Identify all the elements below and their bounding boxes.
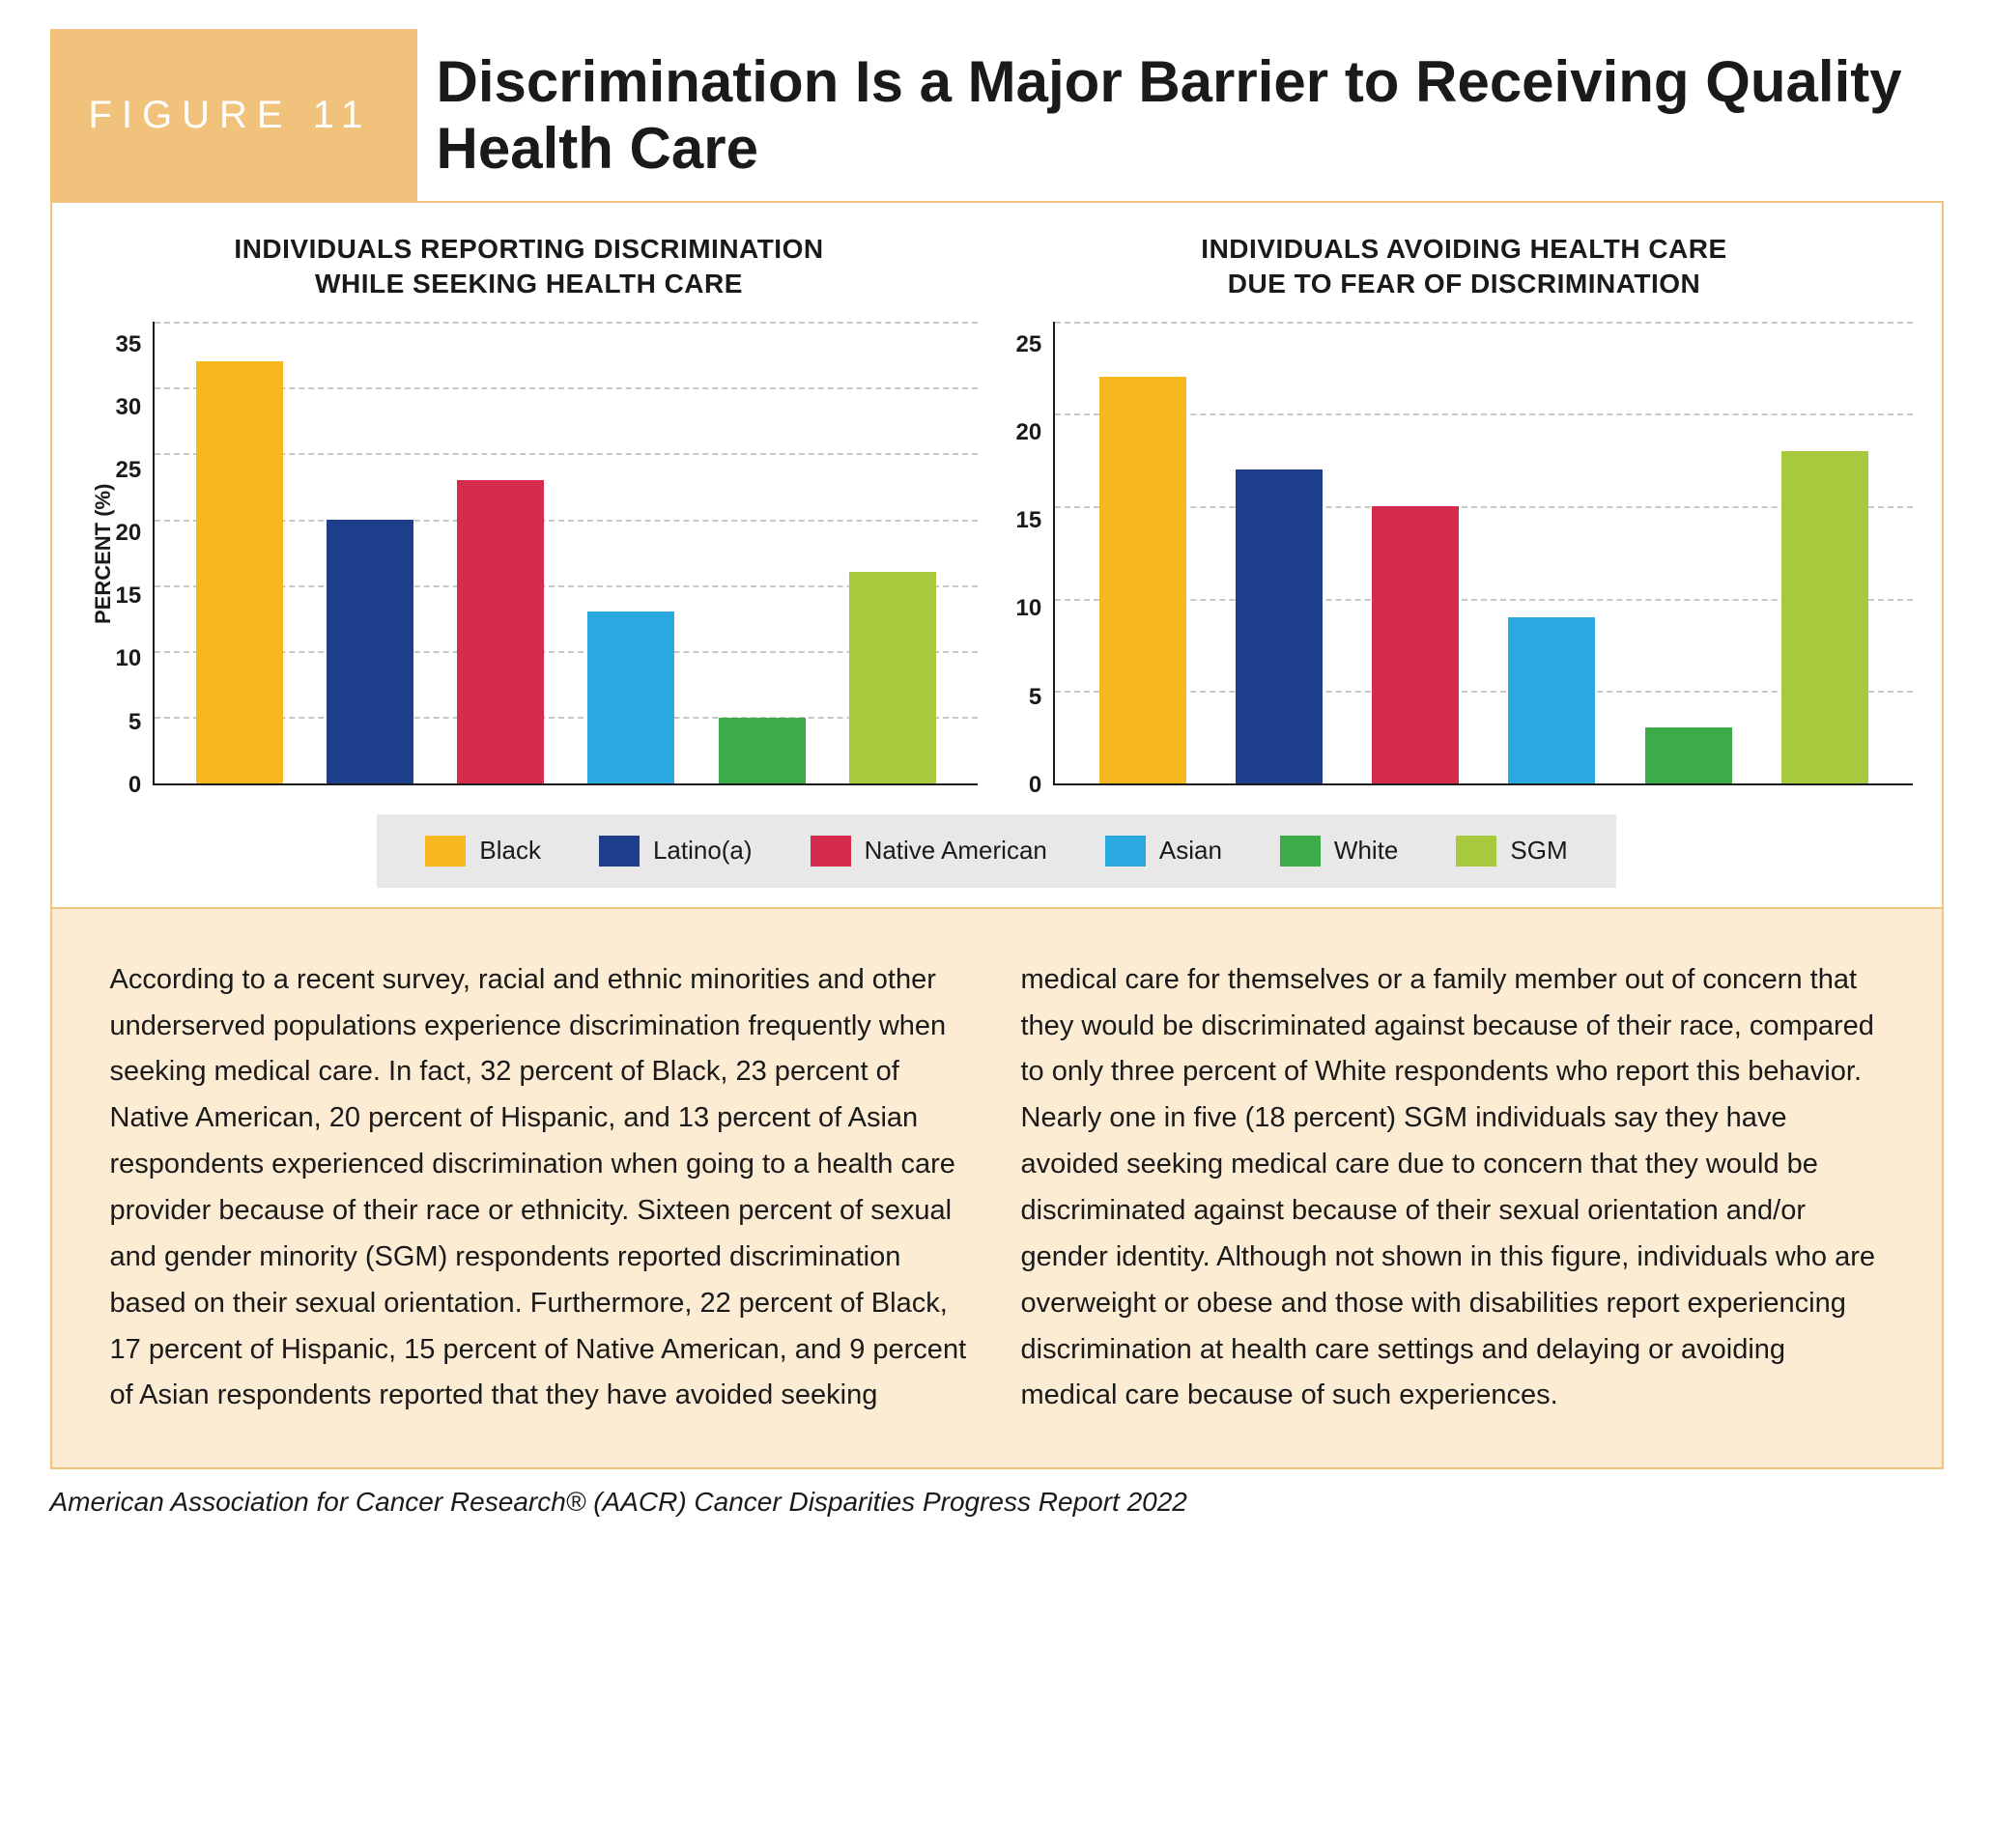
y-tick: 0 — [1016, 774, 1042, 797]
bar-sgm — [849, 572, 936, 783]
legend: Black Latino(a) Native American Asian White S… — [377, 814, 1615, 888]
bars-right — [1055, 322, 1912, 783]
bar-asian — [587, 611, 674, 783]
chart-left-title-line1: INDIVIDUALS REPORTING DISCRIMINATION — [234, 234, 823, 264]
y-tick: 5 — [116, 711, 142, 734]
chart-left-area: PERCENT (%) 05101520253035 — [81, 322, 978, 785]
y-ticks-left: 05101520253035 — [116, 322, 154, 785]
chart-right-title-line1: INDIVIDUALS AVOIDING HEALTH CARE — [1201, 234, 1726, 264]
legend-swatch — [1456, 836, 1496, 867]
chart-left-panel: INDIVIDUALS REPORTING DISCRIMINATION WHI… — [81, 232, 978, 785]
charts-row: INDIVIDUALS REPORTING DISCRIMINATION WHI… — [81, 232, 1913, 785]
figure-header: FIGURE 11 Discrimination Is a Major Barr… — [50, 29, 1944, 201]
y-axis-label-left: PERCENT (%) — [81, 322, 116, 785]
figure-label-tag: FIGURE 11 — [50, 29, 417, 201]
legend-item-black: Black — [425, 836, 541, 867]
y-tick: 10 — [1016, 597, 1042, 620]
chart-left-title: INDIVIDUALS REPORTING DISCRIMINATION WHI… — [81, 232, 978, 302]
bar-latinoa — [327, 520, 413, 783]
bar-black — [196, 361, 283, 783]
legend-label: Black — [479, 836, 541, 866]
figure-container: FIGURE 11 Discrimination Is a Major Barr… — [50, 29, 1944, 1518]
bar-asian — [1508, 617, 1595, 783]
caption-box: According to a recent survey, racial and… — [50, 909, 1944, 1469]
legend-item-asian: Asian — [1105, 836, 1222, 867]
y-tick: 25 — [1016, 333, 1042, 356]
legend-item-white: White — [1280, 836, 1398, 867]
y-tick: 30 — [116, 396, 142, 419]
bars-left — [155, 322, 977, 783]
bar-nativeamerican — [457, 480, 544, 783]
legend-item-nativeamerican: Native American — [811, 836, 1047, 867]
chart-right-title-line2: DUE TO FEAR OF DISCRIMINATION — [1228, 269, 1700, 299]
bar-nativeamerican — [1372, 506, 1459, 783]
legend-label: SGM — [1510, 836, 1567, 866]
legend-swatch — [1105, 836, 1146, 867]
bar-latinoa — [1236, 469, 1323, 783]
y-tick: 0 — [116, 774, 142, 797]
legend-label: Latino(a) — [653, 836, 753, 866]
y-tick: 15 — [116, 584, 142, 608]
y-tick: 5 — [1016, 686, 1042, 709]
legend-label: Asian — [1159, 836, 1222, 866]
y-tick: 20 — [1016, 421, 1042, 444]
legend-item-sgm: SGM — [1456, 836, 1567, 867]
y-ticks-right: 0510152025 — [1016, 322, 1054, 785]
chart-right-area: 0510152025 — [1016, 322, 1913, 785]
bar-black — [1099, 377, 1186, 783]
chart-right-title: INDIVIDUALS AVOIDING HEALTH CARE DUE TO … — [1016, 232, 1913, 302]
plot-left — [153, 322, 977, 785]
legend-label: Native American — [865, 836, 1047, 866]
charts-container: INDIVIDUALS REPORTING DISCRIMINATION WHI… — [50, 201, 1944, 909]
y-tick: 20 — [116, 522, 142, 545]
y-tick: 35 — [116, 333, 142, 356]
legend-swatch — [1280, 836, 1321, 867]
legend-item-latinoa: Latino(a) — [599, 836, 753, 867]
legend-swatch — [599, 836, 640, 867]
chart-right-panel: INDIVIDUALS AVOIDING HEALTH CARE DUE TO … — [1016, 232, 1913, 785]
bar-white — [1645, 727, 1732, 782]
legend-label: White — [1334, 836, 1398, 866]
bar-white — [719, 718, 806, 783]
source-line: American Association for Cancer Research… — [50, 1487, 1944, 1518]
legend-swatch — [811, 836, 851, 867]
y-tick: 15 — [1016, 509, 1042, 532]
y-tick: 10 — [116, 647, 142, 670]
plot-right — [1053, 322, 1912, 785]
figure-title: Discrimination Is a Major Barrier to Rec… — [437, 29, 1944, 201]
legend-swatch — [425, 836, 466, 867]
bar-sgm — [1781, 451, 1868, 783]
y-tick: 25 — [116, 459, 142, 482]
chart-left-title-line2: WHILE SEEKING HEALTH CARE — [315, 269, 743, 299]
